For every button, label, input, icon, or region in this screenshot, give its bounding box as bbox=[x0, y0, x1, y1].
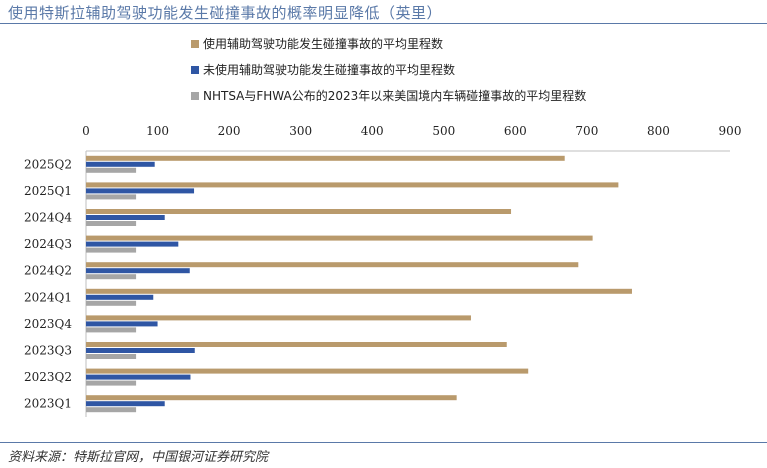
y-tick-label: 2024Q2 bbox=[24, 264, 72, 278]
bar-series3-2024Q4 bbox=[86, 221, 137, 226]
bar-series2-2025Q2 bbox=[86, 161, 155, 167]
bar-series3-2024Q3 bbox=[86, 247, 137, 253]
chart: 使用辅助驾驶功能发生碰撞事故的平均里程数未使用辅助驾驶功能发生碰撞事故的平均里程… bbox=[24, 36, 742, 417]
bar-series2-2023Q4 bbox=[86, 321, 158, 327]
bar-series1-2025Q2 bbox=[86, 155, 565, 161]
bar-series3-2023Q4 bbox=[86, 327, 137, 333]
x-tick-label: 100 bbox=[146, 124, 169, 138]
bar-series1-2023Q4 bbox=[86, 315, 471, 321]
bar-series1-2024Q2 bbox=[86, 262, 579, 268]
title-rule bbox=[0, 23, 767, 24]
bar-series2-2025Q1 bbox=[86, 188, 195, 194]
y-tick-label: 2024Q1 bbox=[24, 290, 72, 304]
y-tick-label: 2023Q2 bbox=[24, 370, 72, 384]
legend-swatch-1 bbox=[191, 40, 199, 48]
y-tick-label: 2024Q3 bbox=[24, 237, 72, 251]
bar-series1-2023Q3 bbox=[86, 342, 507, 347]
legend-swatch-3 bbox=[191, 92, 199, 100]
x-tick-label: 300 bbox=[289, 124, 312, 138]
bar-series1-2023Q1 bbox=[86, 395, 457, 401]
bar-series2-2023Q3 bbox=[86, 348, 195, 353]
bar-series3-2024Q1 bbox=[86, 300, 137, 306]
y-tick-label: 2025Q2 bbox=[24, 157, 72, 171]
bar-series3-2025Q2 bbox=[86, 167, 137, 173]
bar-series1-2024Q1 bbox=[86, 288, 632, 294]
y-tick-label: 2023Q1 bbox=[24, 397, 72, 411]
bar-series2-2024Q4 bbox=[86, 215, 165, 220]
y-tick-label: 2023Q3 bbox=[24, 344, 72, 358]
bar-series2-2024Q2 bbox=[86, 268, 190, 274]
source-rule bbox=[0, 442, 767, 443]
bar-series3-2023Q1 bbox=[86, 407, 137, 413]
x-tick-label: 900 bbox=[719, 124, 742, 138]
y-tick-label: 2025Q1 bbox=[24, 184, 72, 198]
y-tick-label: 2024Q4 bbox=[24, 211, 72, 225]
bar-series2-2023Q1 bbox=[86, 401, 165, 407]
bar-series2-2024Q3 bbox=[86, 241, 179, 247]
x-tick-label: 0 bbox=[82, 124, 90, 138]
bar-series3-2023Q2 bbox=[86, 380, 137, 386]
source-note: 资料来源：特斯拉官网，中国银河证券研究院 bbox=[8, 450, 269, 465]
bar-series2-2023Q2 bbox=[86, 374, 191, 380]
bar-series3-2024Q2 bbox=[86, 274, 137, 280]
bar-series3-2025Q1 bbox=[86, 194, 137, 200]
x-tick-label: 500 bbox=[432, 124, 455, 138]
bar-series1-2024Q4 bbox=[86, 209, 512, 214]
legend-swatch-2 bbox=[191, 66, 199, 74]
y-tick-label: 2023Q4 bbox=[24, 317, 72, 331]
legend-label-3: NHTSA与FHWA公布的2023年以来美国境内车辆碰撞事故的平均里程数 bbox=[203, 88, 586, 103]
bar-series1-2024Q3 bbox=[86, 235, 593, 241]
x-tick-label: 800 bbox=[647, 124, 670, 138]
bar-series2-2024Q1 bbox=[86, 294, 154, 300]
legend-label-2: 未使用辅助驾驶功能发生碰撞事故的平均里程数 bbox=[203, 62, 455, 77]
bar-series1-2023Q2 bbox=[86, 368, 529, 374]
x-tick-label: 600 bbox=[504, 124, 527, 138]
x-tick-label: 400 bbox=[361, 124, 384, 138]
bar-series3-2023Q3 bbox=[86, 354, 137, 359]
chart-title: 使用特斯拉辅助驾驶功能发生碰撞事故的概率明显降低（英里） bbox=[8, 4, 443, 22]
legend-label-1: 使用辅助驾驶功能发生碰撞事故的平均里程数 bbox=[203, 36, 443, 51]
x-tick-label: 700 bbox=[575, 124, 598, 138]
x-tick-label: 200 bbox=[218, 124, 241, 138]
bar-series1-2025Q1 bbox=[86, 182, 619, 188]
